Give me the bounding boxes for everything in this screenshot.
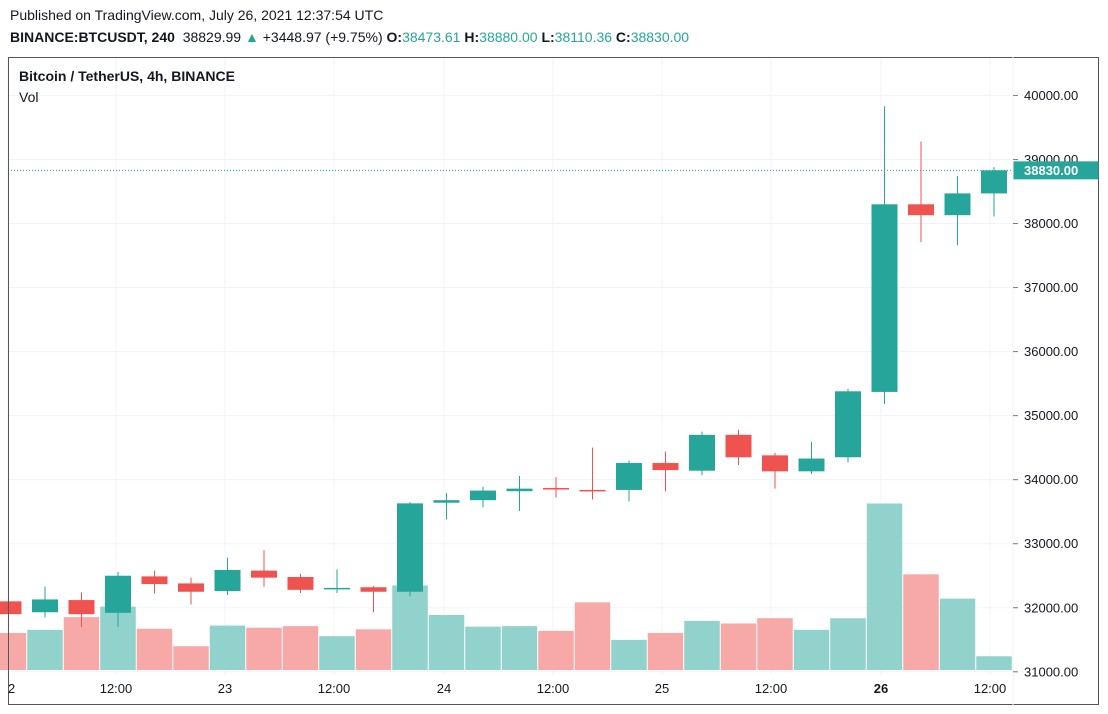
chart-legend-title: Bitcoin / TetherUS, 4h, BINANCE [19, 68, 235, 84]
y-tick-label: 33000.00 [1024, 536, 1078, 551]
volume-bar [392, 585, 428, 670]
y-tick-label: 34000.00 [1024, 472, 1078, 487]
volume-bar [830, 618, 866, 670]
low-value: 38110.36 [554, 29, 613, 45]
published-line: Published on TradingView.com, July 26, 2… [10, 7, 384, 23]
volume-bar [136, 628, 173, 670]
candle-body [32, 599, 58, 613]
candle-body [178, 583, 204, 592]
volume-bar [720, 623, 757, 670]
change-arrow-icon: ▲ [245, 29, 259, 45]
volume-bar [465, 626, 501, 670]
volume-bar [611, 639, 647, 670]
volume-bar [209, 625, 246, 670]
volume-bar [319, 636, 355, 670]
y-tick-label: 38000.00 [1024, 216, 1078, 231]
close-value: 38830.00 [630, 29, 690, 45]
candle-body [725, 434, 752, 458]
candle-body [360, 587, 387, 592]
candle-body [798, 458, 825, 472]
open-label: O: [386, 29, 403, 45]
candle-body [141, 576, 168, 585]
volume-bar [355, 629, 392, 670]
y-tick-label: 35000.00 [1024, 408, 1078, 423]
candle-body [689, 434, 715, 471]
candle-body [0, 601, 22, 615]
candle-body [944, 193, 971, 216]
volume-bar [866, 503, 903, 670]
candle-body [214, 569, 241, 592]
candle-body [324, 587, 350, 590]
volume-bar [0, 633, 27, 670]
candle-body [287, 577, 314, 590]
low-label: L: [541, 29, 555, 45]
last-price: 38829.99 [182, 29, 242, 45]
close-label: C: [615, 29, 631, 45]
x-tick-label: 12:00 [974, 681, 1007, 696]
change-value: +3448.97 (+9.75%) [262, 29, 383, 45]
volume-bar [647, 633, 684, 670]
volume-bar [903, 574, 939, 670]
last-price-label: 38830.00 [1024, 163, 1078, 178]
candle-body [397, 503, 423, 592]
candle-body [433, 500, 460, 503]
x-tick-label: 12:00 [318, 681, 351, 696]
open-value: 38473.61 [402, 29, 461, 45]
candle-body [470, 490, 496, 501]
candle-body [579, 489, 606, 492]
candle-body [762, 455, 788, 472]
y-tick-label: 36000.00 [1024, 344, 1078, 359]
x-tick-label: 26 [874, 681, 888, 696]
x-tick-label: 12:00 [755, 681, 788, 696]
last-price-box [1013, 161, 1099, 180]
y-tick-label: 40000.00 [1024, 88, 1078, 103]
volume-bar [173, 646, 209, 670]
candle-body [871, 204, 898, 392]
volume-bar [793, 629, 830, 670]
volume-bar [976, 656, 1012, 670]
chart-frame [8, 57, 1099, 705]
volume-bar [538, 630, 574, 670]
candle-body [908, 204, 934, 216]
x-tick-label: 25 [655, 681, 669, 696]
ohlc-line: BINANCE:BTCUSDT, 240 38829.99 ▲ +3448.97… [10, 29, 689, 45]
candle-body [652, 463, 679, 471]
y-tick-label: 37000.00 [1024, 280, 1078, 295]
x-tick-label: 12:00 [537, 681, 570, 696]
volume-bar [684, 620, 720, 670]
x-tick-label: 2 [8, 681, 15, 696]
x-tick-label: 23 [218, 681, 232, 696]
candle-body [835, 391, 861, 458]
y-tick-label: 31000.00 [1024, 664, 1078, 679]
candle-body [616, 463, 642, 490]
volume-bar [428, 615, 465, 670]
x-tick-label: 24 [437, 681, 451, 696]
y-tick-label: 32000.00 [1024, 600, 1078, 615]
volume-bar [501, 626, 538, 670]
candle-body [543, 487, 569, 490]
volume-bar [282, 626, 319, 670]
candle-body [251, 570, 277, 578]
high-label: H: [464, 29, 480, 45]
volume-bar [246, 627, 282, 670]
volume-bar [757, 618, 793, 670]
candle-body [105, 575, 131, 613]
x-tick-label: 12:00 [100, 681, 133, 696]
candle-body [981, 170, 1007, 194]
volume-legend: Vol [19, 89, 39, 105]
candle-body [506, 488, 533, 492]
volume-bar [574, 602, 611, 670]
volume-bar [939, 598, 976, 670]
volume-bar [27, 629, 63, 670]
symbol-label: BINANCE:BTCUSDT, 240 [10, 29, 175, 45]
candle-body [68, 600, 95, 615]
high-value: 38880.00 [479, 29, 538, 45]
